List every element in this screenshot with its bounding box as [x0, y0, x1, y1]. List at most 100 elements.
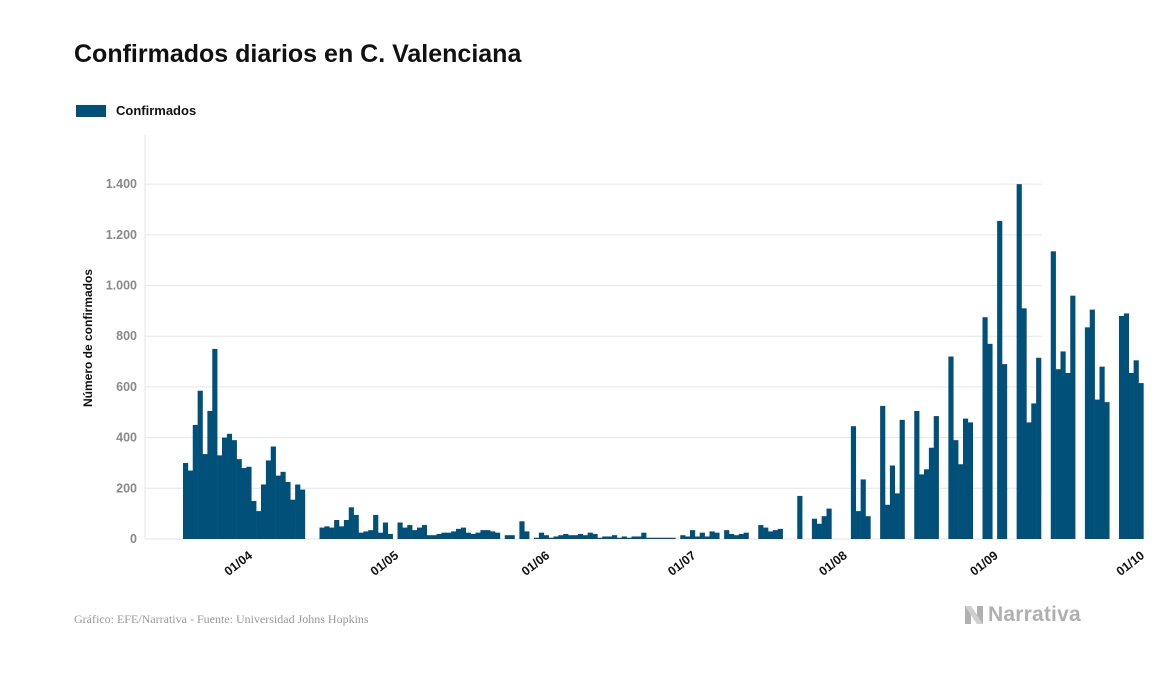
- x-axis-ticks: 01/04 01/05 01/06 01/07 01/08 01/09 01/10: [222, 548, 1147, 578]
- y-tick-label: 0: [130, 532, 137, 546]
- bar: [958, 464, 964, 539]
- bar: [451, 531, 457, 539]
- bar: [1055, 369, 1061, 539]
- bar: [631, 536, 637, 539]
- bar: [343, 519, 350, 539]
- bar: [261, 484, 267, 539]
- x-tick-label: 01/07: [665, 548, 698, 578]
- bar: [339, 526, 345, 539]
- bar: [1050, 251, 1056, 539]
- bar: [548, 537, 554, 539]
- bar: [324, 526, 330, 539]
- bar: [543, 535, 549, 539]
- bar: [368, 530, 374, 539]
- bar: [378, 532, 384, 539]
- bar: [295, 484, 301, 539]
- bar: [607, 536, 613, 539]
- bar: [441, 532, 447, 539]
- bar: [1026, 422, 1032, 539]
- gridlines: [144, 135, 1042, 540]
- source-credit: Gráfico: EFE/Narrativa - Fuente: Univers…: [74, 612, 369, 626]
- bar: [1036, 357, 1042, 539]
- bar: [387, 533, 393, 539]
- bar: [358, 532, 364, 539]
- bar: [568, 535, 574, 539]
- bar: [1133, 360, 1139, 539]
- bar: [382, 522, 389, 539]
- y-tick-label: 600: [116, 380, 137, 394]
- bar: [1021, 308, 1027, 539]
- legend-swatch: [76, 104, 106, 117]
- bar: [485, 530, 491, 539]
- bar: [1016, 184, 1022, 539]
- bar: [948, 356, 954, 539]
- bar: [397, 522, 403, 539]
- bar: [933, 416, 939, 539]
- bar: [690, 530, 696, 539]
- bar: [709, 531, 715, 539]
- bar: [275, 475, 281, 539]
- bar: [207, 411, 213, 539]
- bar: [987, 343, 993, 539]
- bar: [592, 533, 598, 539]
- brand-logo: Narrativa: [963, 603, 1081, 627]
- x-tick-label: 01/06: [519, 548, 552, 578]
- bar: [285, 481, 291, 539]
- bar: [192, 424, 198, 539]
- bar: [426, 535, 432, 539]
- bars: [183, 184, 1144, 539]
- bar: [821, 516, 827, 539]
- bar: [197, 390, 203, 539]
- bar: [402, 527, 408, 539]
- bar: [685, 536, 691, 539]
- bar: [914, 411, 920, 539]
- bar: [534, 537, 540, 539]
- bar: [231, 440, 237, 539]
- bar: [704, 536, 710, 539]
- bar: [460, 527, 467, 539]
- bar: [587, 532, 593, 539]
- bar: [329, 527, 335, 539]
- bar: [553, 536, 559, 539]
- bar: [665, 537, 671, 539]
- bar: [431, 535, 437, 539]
- bar: [894, 493, 900, 539]
- x-tick-label: 01/08: [816, 548, 849, 578]
- bar: [865, 516, 871, 539]
- bar: [816, 523, 822, 539]
- bar: [646, 537, 652, 539]
- bar: [256, 511, 262, 539]
- bar: [353, 514, 359, 539]
- bar: [373, 514, 379, 539]
- bar: [616, 537, 623, 539]
- bar: [212, 348, 218, 539]
- y-tick-label: 1.400: [106, 177, 137, 191]
- bar: [928, 447, 935, 539]
- bar: [1138, 383, 1144, 539]
- bar: [183, 462, 189, 539]
- bar: [446, 532, 452, 539]
- bar: [490, 531, 496, 539]
- bar: [889, 465, 896, 539]
- bar: [797, 495, 803, 539]
- bar: [495, 532, 501, 539]
- bar: [885, 504, 891, 539]
- bar: [251, 500, 257, 539]
- bar: [475, 532, 481, 539]
- bar: [202, 454, 208, 539]
- bar: [519, 521, 525, 539]
- bar: [236, 459, 242, 539]
- brand-name: Narrativa: [988, 603, 1081, 626]
- bar: [826, 508, 832, 539]
- bar: [363, 531, 369, 539]
- bar: [538, 532, 545, 539]
- bar: [348, 507, 354, 539]
- bar: [924, 469, 930, 539]
- bar: [421, 525, 428, 539]
- bar: [919, 474, 925, 539]
- bar: [1123, 313, 1130, 539]
- bar: [880, 405, 886, 539]
- bar: [899, 419, 905, 539]
- bar: [597, 537, 603, 539]
